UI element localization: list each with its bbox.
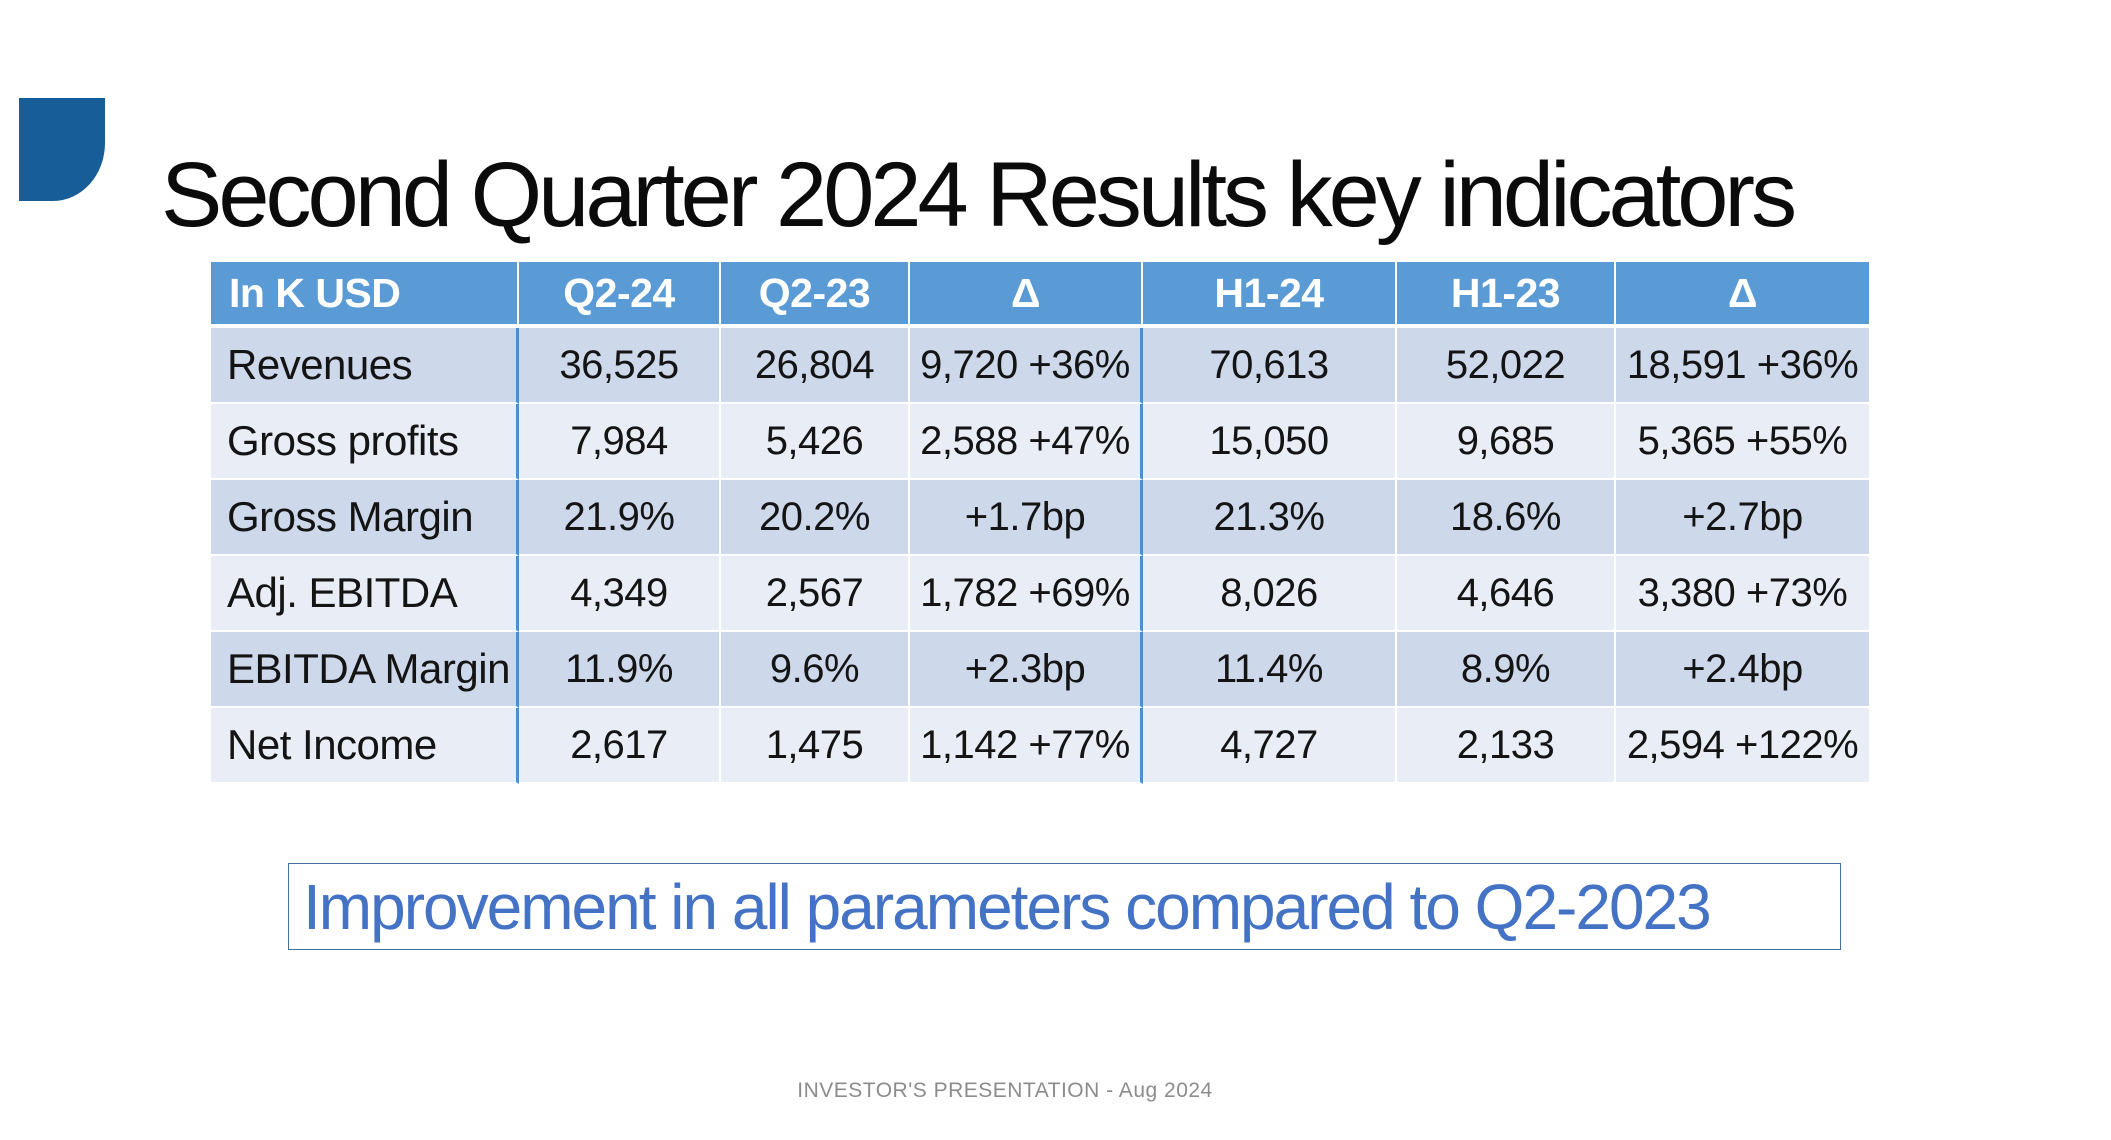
value-cell: +2.4bp (1616, 632, 1869, 708)
value-cell: 70,613 (1143, 328, 1397, 404)
value-cell: 1,475 (721, 708, 910, 784)
value-cell: 26,804 (721, 328, 910, 404)
value-cell: 2,567 (721, 556, 910, 632)
value-cell: 4,349 (519, 556, 721, 632)
value-cell: +2.7bp (1616, 480, 1869, 556)
slide-title: Second Quarter 2024 Results key indicato… (161, 143, 1797, 246)
value-cell: 11.4% (1143, 632, 1397, 708)
value-cell: 21.9% (519, 480, 721, 556)
footer-text: INVESTOR'S PRESENTATION - Aug 2024 (797, 1079, 1213, 1102)
row-label: Revenues (211, 328, 519, 404)
value-cell: 4,727 (1143, 708, 1397, 784)
value-cell: 20.2% (721, 480, 910, 556)
value-cell: 7,984 (519, 404, 721, 480)
value-cell: 15,050 (1143, 404, 1397, 480)
value-cell: +2.3bp (910, 632, 1143, 708)
value-cell: 8.9% (1397, 632, 1616, 708)
row-label: Gross profits (211, 404, 519, 480)
results-table: In K USD Q2-24 Q2-23 Δ H1-24 H1-23 Δ Rev… (211, 262, 1869, 784)
header-cell-q2-24: Q2-24 (519, 262, 721, 328)
value-cell: 9,685 (1397, 404, 1616, 480)
header-cell-h1-23: H1-23 (1397, 262, 1616, 328)
value-cell: 4,646 (1397, 556, 1616, 632)
value-cell: 11.9% (519, 632, 721, 708)
value-cell: 8,026 (1143, 556, 1397, 632)
value-cell: 1,782 +69% (910, 556, 1143, 632)
row-label: EBITDA Margin (211, 632, 519, 708)
value-cell: 52,022 (1397, 328, 1616, 404)
value-cell: +1.7bp (910, 480, 1143, 556)
header-cell-q2-23: Q2-23 (721, 262, 910, 328)
value-cell: 5,426 (721, 404, 910, 480)
row-label: Adj. EBITDA (211, 556, 519, 632)
value-cell: 5,365 +55% (1616, 404, 1869, 480)
value-cell: 2,588 +47% (910, 404, 1143, 480)
value-cell: 2,617 (519, 708, 721, 784)
value-cell: 18,591 +36% (1616, 328, 1869, 404)
value-cell: 2,594 +122% (1616, 708, 1869, 784)
header-cell-delta-h: Δ (1616, 262, 1869, 328)
value-cell: 9,720 +36% (910, 328, 1143, 404)
row-label: Net Income (211, 708, 519, 784)
value-cell: 2,133 (1397, 708, 1616, 784)
value-cell: 36,525 (519, 328, 721, 404)
value-cell: 9.6% (721, 632, 910, 708)
value-cell: 1,142 +77% (910, 708, 1143, 784)
value-cell: 3,380 +73% (1616, 556, 1869, 632)
callout-box: Improvement in all parameters compared t… (288, 863, 1841, 950)
value-cell: 21.3% (1143, 480, 1397, 556)
value-cell: 18.6% (1397, 480, 1616, 556)
header-cell-unit: In K USD (211, 262, 519, 328)
header-cell-h1-24: H1-24 (1143, 262, 1397, 328)
company-logo (19, 98, 105, 201)
callout-text: Improvement in all parameters compared t… (303, 870, 1712, 943)
header-cell-delta-q: Δ (910, 262, 1143, 328)
row-label: Gross Margin (211, 480, 519, 556)
